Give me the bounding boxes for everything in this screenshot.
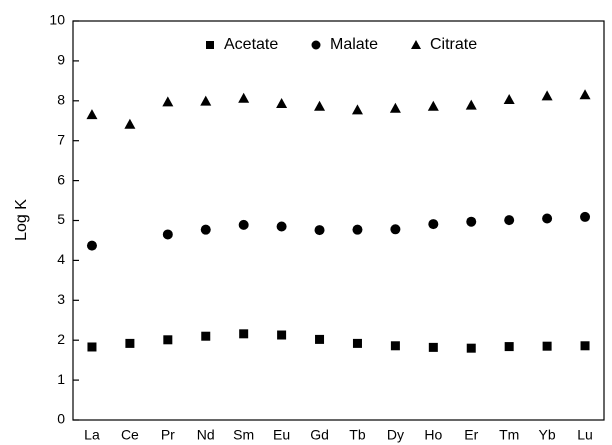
point: [201, 331, 211, 341]
point: [314, 225, 325, 236]
point: [238, 219, 249, 230]
y-tick-label: 0: [57, 411, 65, 427]
point: [580, 341, 590, 351]
point: [389, 102, 401, 113]
y-tick-label: 1: [57, 371, 65, 387]
plot-frame: [72, 20, 605, 421]
x-tick-label: Gd: [310, 427, 329, 443]
point: [541, 90, 553, 101]
x-tick-label: Ho: [424, 427, 442, 443]
point: [352, 338, 362, 348]
point: [390, 341, 400, 351]
point: [466, 343, 476, 353]
x-tick-label: Pr: [161, 427, 175, 443]
point: [200, 224, 211, 235]
point: [314, 100, 326, 111]
point: [87, 342, 97, 352]
y-tick-label: 2: [57, 331, 65, 347]
y-tick-label: 8: [57, 92, 65, 108]
legend-label: Acetate: [224, 36, 278, 53]
legend-marker: [411, 40, 421, 49]
x-tick-label: Tb: [349, 427, 366, 443]
y-tick-label: 5: [57, 211, 65, 227]
y-tick-label: 7: [57, 131, 65, 147]
x-tick-label: Sm: [233, 427, 254, 443]
point: [351, 104, 363, 115]
y-tick-label: 3: [57, 291, 65, 307]
x-tick-label: Nd: [197, 427, 215, 443]
point: [466, 216, 477, 227]
x-tick-label: Eu: [273, 427, 290, 443]
x-tick-label: Lu: [577, 427, 593, 443]
point: [580, 211, 591, 222]
point: [86, 240, 97, 251]
point: [86, 109, 98, 120]
y-tick-label: 9: [57, 52, 65, 68]
x-tick-label: Er: [464, 427, 478, 443]
legend-label: Citrate: [430, 36, 477, 53]
x-tick-label: La: [84, 427, 100, 443]
legend-label: Malate: [330, 36, 378, 53]
point: [239, 329, 249, 339]
y-tick-label: 4: [57, 251, 65, 267]
point: [276, 221, 287, 232]
x-tick-label: Ce: [121, 427, 139, 443]
point: [315, 334, 325, 344]
point: [427, 100, 439, 111]
point: [503, 94, 515, 105]
y-tick-label: 6: [57, 171, 65, 187]
point: [352, 224, 363, 235]
point: [428, 219, 439, 230]
point: [276, 97, 288, 108]
point: [465, 99, 477, 110]
point: [428, 342, 438, 352]
point: [277, 330, 287, 340]
x-tick-label: Dy: [387, 427, 404, 443]
point: [163, 335, 173, 345]
point: [390, 224, 401, 235]
point: [542, 213, 553, 224]
x-tick-label: Tm: [499, 427, 519, 443]
point: [542, 341, 552, 351]
point: [162, 229, 173, 240]
y-axis-label: Log K: [13, 199, 30, 241]
point: [504, 215, 515, 226]
point: [124, 118, 136, 129]
point: [504, 342, 514, 352]
point: [200, 95, 212, 106]
legend-marker: [206, 41, 214, 49]
point: [579, 89, 591, 100]
legend-marker: [311, 40, 321, 50]
point: [162, 96, 174, 107]
x-tick-label: Yb: [539, 427, 556, 443]
point: [125, 338, 135, 348]
y-tick-label: 10: [49, 12, 65, 28]
point: [238, 92, 250, 103]
